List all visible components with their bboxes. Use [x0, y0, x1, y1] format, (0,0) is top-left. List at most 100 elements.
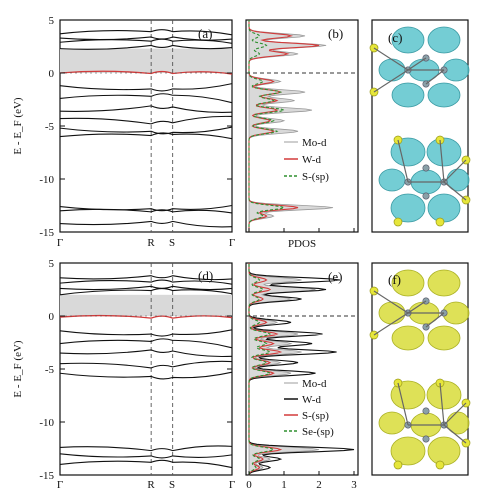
- dos-area-0: [248, 263, 320, 476]
- band-8: [59, 279, 233, 285]
- panel-f-label: (f): [388, 272, 401, 287]
- band-5: [59, 371, 233, 380]
- metal-atom-7: [422, 435, 430, 443]
- orbital-lobe-6: [427, 325, 461, 351]
- panel-d-xtick-0: Γ: [57, 479, 63, 490]
- bond-3: [407, 57, 427, 71]
- panel-d-ytick-2: -5: [45, 364, 55, 376]
- orbital-lobe-9: [378, 168, 406, 192]
- legend-b-label-0: Mo-d: [302, 137, 327, 149]
- orbital-lobe-5: [391, 82, 425, 108]
- panel-a-ytick-1: 0: [49, 68, 55, 80]
- panel-d-ytick-1: 0: [49, 311, 55, 323]
- band-2: [59, 93, 233, 104]
- bond-7: [443, 181, 467, 201]
- bond-4: [425, 69, 445, 85]
- bond-1: [373, 69, 409, 93]
- legend-e-label-1: W-d: [302, 394, 321, 406]
- band-10: [59, 445, 233, 452]
- panel-a-xtick-0: Γ: [57, 237, 63, 249]
- panel-d: (d) 5 0 -5 -10 -15 Γ R S Γ E - E_F (eV): [12, 258, 235, 490]
- bond-8: [397, 139, 409, 183]
- metal-atom-6: [422, 164, 430, 172]
- panel-e-xtick-1: 1: [281, 479, 287, 490]
- orbital-lobe-2: [378, 301, 406, 325]
- gap-shading: [60, 294, 232, 316]
- band-7: [59, 285, 233, 291]
- legend-b-label-1: W-d: [302, 154, 321, 166]
- band-7: [59, 44, 233, 50]
- panel-d-xtick-2: S: [169, 479, 175, 490]
- bond-7: [443, 424, 467, 444]
- panel-d-ylabel: E - E_F (eV): [12, 340, 24, 397]
- chalcogen-atom-7: [435, 217, 445, 227]
- dos-curve-2: [248, 20, 286, 232]
- orbital-lobe-1: [427, 26, 461, 54]
- panel-a-ytick-0: 5: [49, 15, 55, 27]
- panel-e: (e) Mo-d W-d S-(sp) Se-(sp) 0 1 2 3: [245, 262, 359, 490]
- band-3: [59, 349, 233, 358]
- band-2: [59, 338, 233, 349]
- panel-c-orbital-structure: [369, 26, 471, 227]
- panel-e-label: (e): [328, 269, 342, 284]
- dos-curve-3: [248, 263, 275, 476]
- panel-a-xtick-2: S: [169, 237, 175, 249]
- panel-a-xtick-3: Γ: [229, 237, 235, 249]
- bond-4: [425, 312, 445, 328]
- panel-a-plot: [59, 19, 233, 233]
- band-0: [59, 70, 233, 75]
- legend-e-label-2: S-(sp): [302, 410, 329, 422]
- metal-atom-6: [422, 407, 430, 415]
- panel-a-ytick-2: -5: [45, 121, 55, 133]
- bond-9: [439, 382, 445, 426]
- gap-shading: [60, 48, 232, 73]
- panel-d-plot: [59, 262, 233, 476]
- band-3: [59, 105, 233, 113]
- dos-curve-1: [248, 263, 355, 476]
- panel-a-xtick-1: R: [147, 237, 155, 249]
- chalcogen-atom-6: [393, 460, 403, 470]
- panel-e-xtick-3: 3: [351, 479, 357, 490]
- band-13: [59, 220, 233, 228]
- band-1: [59, 83, 233, 92]
- orbital-lobe-11: [446, 411, 470, 435]
- orbital-lobe-12: [390, 193, 426, 223]
- metal-atom-7: [422, 192, 430, 200]
- panel-b-plot: [246, 20, 357, 232]
- band-6: [59, 132, 233, 140]
- orbital-lobe-0: [391, 26, 425, 54]
- panel-d-ytick-0: 5: [49, 258, 55, 270]
- panel-a-ytick-3: -10: [39, 174, 54, 186]
- band-5: [59, 126, 233, 135]
- panel-b: (b) Mo-d W-d S-(sp) PDOS: [245, 19, 359, 250]
- panel-d-ytick-4: -15: [39, 470, 54, 482]
- panel-a-ylabel: E - E_F (eV): [12, 97, 24, 154]
- panel-d-ytick-3: -10: [39, 417, 54, 429]
- orbital-lobe-8: [426, 380, 462, 410]
- bond-0: [373, 47, 409, 71]
- panel-e-xtick-2: 2: [316, 479, 322, 490]
- panel-a-ytick-4: -15: [39, 227, 54, 239]
- panel-e-plot: [246, 263, 357, 476]
- panel-b-legend: Mo-d W-d S-(sp): [284, 137, 329, 183]
- orbital-lobe-6: [427, 82, 461, 108]
- panel-f: (f): [369, 262, 471, 476]
- panel-b-label: (b): [328, 26, 343, 41]
- band-12: [59, 459, 233, 469]
- panel-d-label: (d): [198, 268, 213, 283]
- legend-b-label-2: S-(sp): [302, 171, 329, 183]
- panel-d-xtick-3: Γ: [229, 479, 235, 490]
- band-9: [59, 36, 233, 41]
- orbital-lobe-0: [391, 269, 425, 297]
- panel-c: (c): [369, 19, 471, 233]
- band-1: [59, 329, 233, 337]
- bond-0: [373, 290, 409, 314]
- bond-9: [439, 139, 445, 183]
- orbital-lobe-1: [427, 269, 461, 297]
- bond-6: [443, 402, 467, 426]
- dos-area-0: [248, 20, 334, 232]
- bond-6: [443, 159, 467, 183]
- orbital-lobe-9: [378, 411, 406, 435]
- chalcogen-atom-7: [435, 460, 445, 470]
